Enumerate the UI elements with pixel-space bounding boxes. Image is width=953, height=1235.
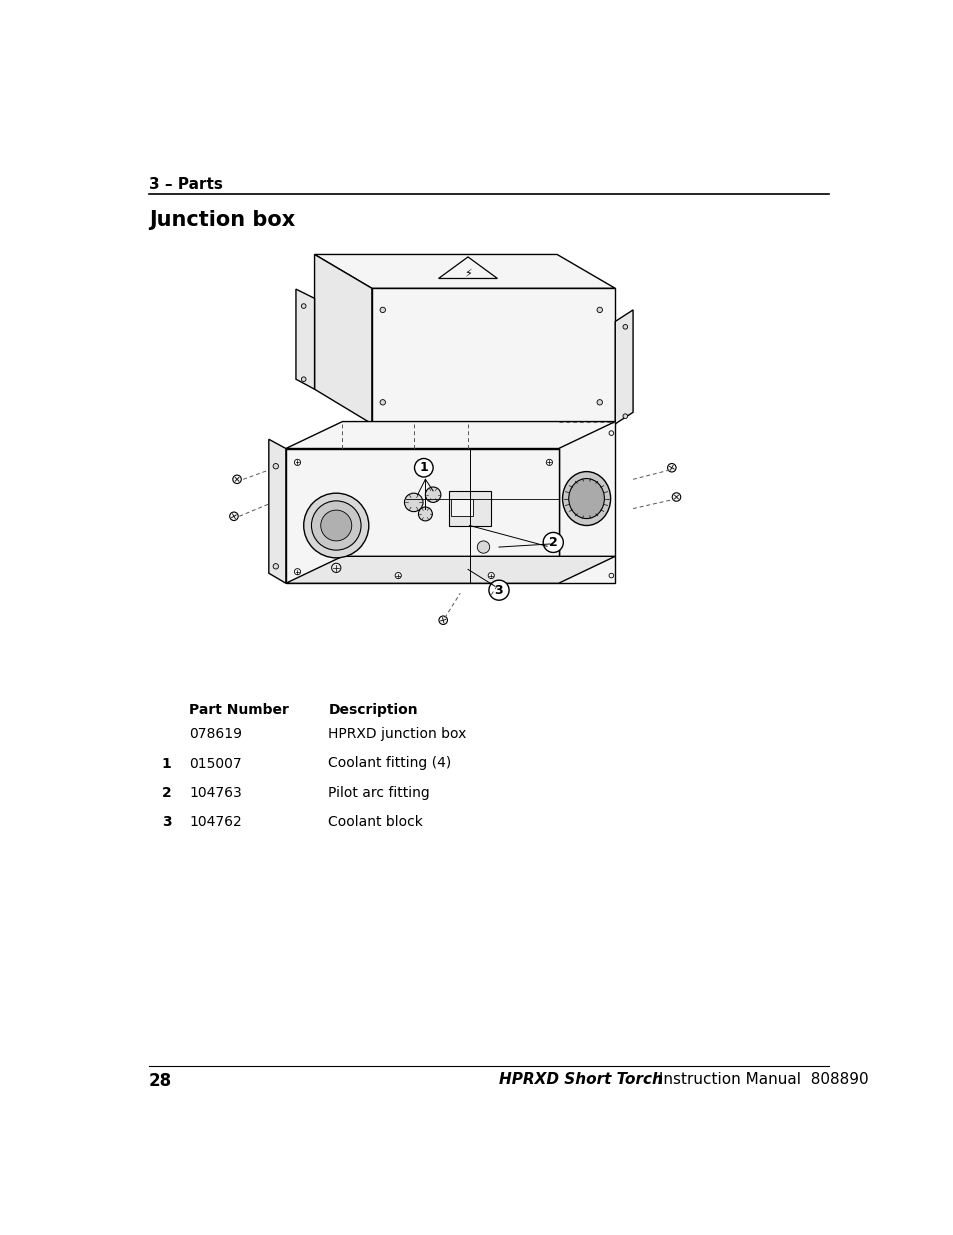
Circle shape <box>597 400 602 405</box>
Text: 2: 2 <box>162 785 172 800</box>
Polygon shape <box>438 257 497 278</box>
Text: Pilot arc fitting: Pilot arc fitting <box>328 785 430 800</box>
Circle shape <box>404 493 422 511</box>
Circle shape <box>294 568 300 574</box>
Polygon shape <box>372 288 615 424</box>
Text: 104763: 104763 <box>189 785 241 800</box>
Polygon shape <box>269 440 286 583</box>
Ellipse shape <box>562 472 610 526</box>
Polygon shape <box>286 421 615 448</box>
Circle shape <box>418 508 432 521</box>
FancyBboxPatch shape <box>448 490 491 526</box>
Text: 015007: 015007 <box>189 757 241 771</box>
Circle shape <box>608 431 613 436</box>
Circle shape <box>301 304 306 309</box>
Circle shape <box>622 325 627 330</box>
Polygon shape <box>286 448 558 583</box>
Circle shape <box>488 580 509 600</box>
Circle shape <box>488 573 494 579</box>
Circle shape <box>622 414 627 419</box>
Text: 078619: 078619 <box>189 727 242 741</box>
Circle shape <box>230 513 238 520</box>
Circle shape <box>332 563 340 573</box>
Text: 28: 28 <box>149 1072 172 1091</box>
Text: 1: 1 <box>419 461 428 474</box>
Text: 3 – Parts: 3 – Parts <box>149 178 222 193</box>
Circle shape <box>294 459 300 466</box>
Text: 2: 2 <box>548 536 558 548</box>
Text: 3: 3 <box>162 815 172 829</box>
Text: Junction box: Junction box <box>149 210 294 230</box>
Circle shape <box>561 573 566 578</box>
Text: 1: 1 <box>162 757 172 771</box>
Text: Coolant fitting (4): Coolant fitting (4) <box>328 757 452 771</box>
Circle shape <box>379 400 385 405</box>
Circle shape <box>415 458 433 477</box>
Circle shape <box>320 510 352 541</box>
Text: ⚡: ⚡ <box>464 269 472 279</box>
Text: 3: 3 <box>495 584 503 597</box>
Polygon shape <box>314 254 615 288</box>
Circle shape <box>273 463 278 469</box>
Circle shape <box>476 541 489 553</box>
FancyBboxPatch shape <box>451 499 472 516</box>
Text: Part Number: Part Number <box>189 703 289 716</box>
Text: Coolant block: Coolant block <box>328 815 423 829</box>
Text: HPRXD Short Torch: HPRXD Short Torch <box>498 1072 662 1087</box>
Text: HPRXD junction box: HPRXD junction box <box>328 727 466 741</box>
Circle shape <box>546 459 552 466</box>
Polygon shape <box>558 421 615 583</box>
Circle shape <box>301 377 306 382</box>
Circle shape <box>379 308 385 312</box>
Circle shape <box>311 501 360 550</box>
Polygon shape <box>295 289 314 389</box>
Text: Description: Description <box>328 703 417 716</box>
Circle shape <box>542 532 562 552</box>
Ellipse shape <box>568 478 604 519</box>
Circle shape <box>273 563 278 569</box>
Circle shape <box>667 463 676 472</box>
Polygon shape <box>286 556 615 583</box>
Polygon shape <box>314 254 372 424</box>
Circle shape <box>672 493 680 501</box>
Polygon shape <box>615 310 633 424</box>
Circle shape <box>438 616 447 625</box>
Circle shape <box>608 573 613 578</box>
Circle shape <box>303 493 369 558</box>
Circle shape <box>233 475 241 484</box>
Circle shape <box>561 431 566 436</box>
Circle shape <box>395 573 401 579</box>
Circle shape <box>597 308 602 312</box>
Text: 104762: 104762 <box>189 815 241 829</box>
Text: Instruction Manual  808890: Instruction Manual 808890 <box>654 1072 868 1087</box>
Circle shape <box>425 487 440 503</box>
